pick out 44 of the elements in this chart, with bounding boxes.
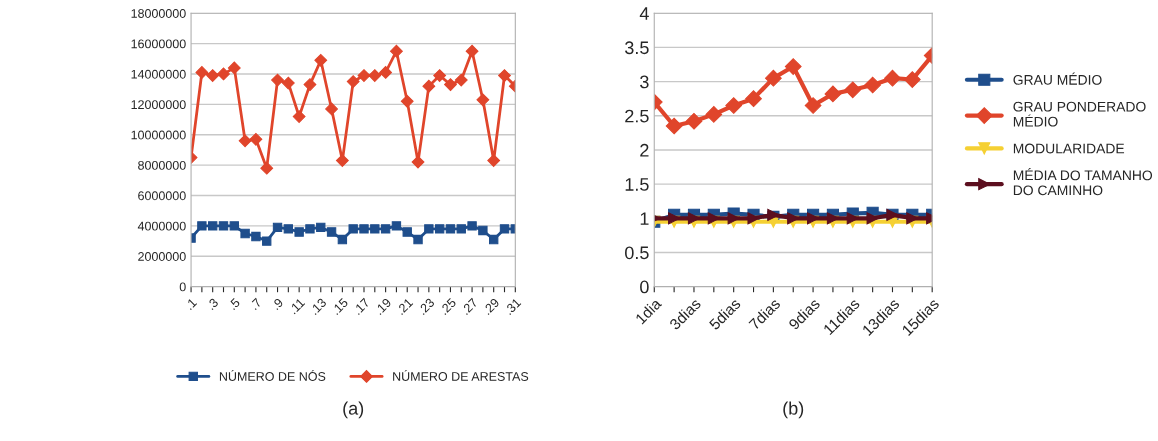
x-tick-label: .13 (309, 297, 327, 316)
x-tick-label: .1 (184, 297, 198, 311)
x-tick-label: 1dia (634, 297, 663, 325)
x-tick-label: .23 (417, 297, 435, 316)
legend-label: GRAU PONDERADO MÉDIO (1013, 101, 1146, 127)
text: (a) (343, 401, 364, 419)
legend-label: NÚMERO DE ARESTAS (393, 369, 529, 381)
x-tick-label: .19 (374, 297, 392, 316)
x-tick-label: .11 (288, 297, 306, 315)
y-tick-label: 1 (640, 212, 649, 225)
legend-label: MÉDIA DO TAMANHO DO CAMINHO (1013, 168, 1153, 196)
y-tick-label: 8000000 (138, 160, 186, 170)
y-tick-label: 10000000 (131, 130, 186, 140)
x-tick-label: .9 (271, 297, 284, 311)
y-tick-label: 0.5 (625, 246, 649, 260)
x-tick-label: .27 (460, 297, 479, 315)
y-tick-label: 6000000 (138, 191, 186, 201)
x-tick-label: .17 (352, 297, 370, 315)
y-tick-label: 3 (640, 75, 649, 89)
x-tick-label: .15 (331, 297, 349, 316)
x-tick-label: .21 (395, 297, 414, 315)
x-tick-label: .31 (504, 297, 522, 316)
y-tick-label: 12000000 (131, 100, 186, 110)
y-tick-label: 2.5 (625, 109, 649, 123)
y-tick-label: 0 (640, 280, 649, 294)
y-tick-label: 3.5 (625, 41, 649, 55)
legend-label: NÚMERO DE NÓS (219, 369, 326, 381)
y-tick-label: 2000000 (138, 252, 186, 261)
y-tick-label: 2 (640, 143, 649, 157)
text: (b) (783, 401, 804, 419)
x-tick-label: .25 (439, 297, 457, 316)
x-tick-label: .5 (228, 297, 241, 311)
x-tick-label: .29 (482, 297, 500, 316)
y-tick-label: 18000000 (131, 9, 186, 18)
x-tick-label: .3 (206, 297, 219, 311)
legend-label: MODULARIDADE (1013, 143, 1125, 154)
legend-label: GRAU MÉDIO (1013, 72, 1102, 85)
x-tick-label: .7 (249, 297, 262, 311)
y-tick-label: 0 (179, 282, 186, 292)
y-tick-label: 1.5 (625, 178, 649, 191)
y-tick-label: 4000000 (137, 221, 186, 231)
y-tick-label: 16000000 (131, 39, 186, 49)
y-tick-label: 14000000 (131, 69, 186, 79)
y-tick-label: 4 (639, 7, 649, 20)
